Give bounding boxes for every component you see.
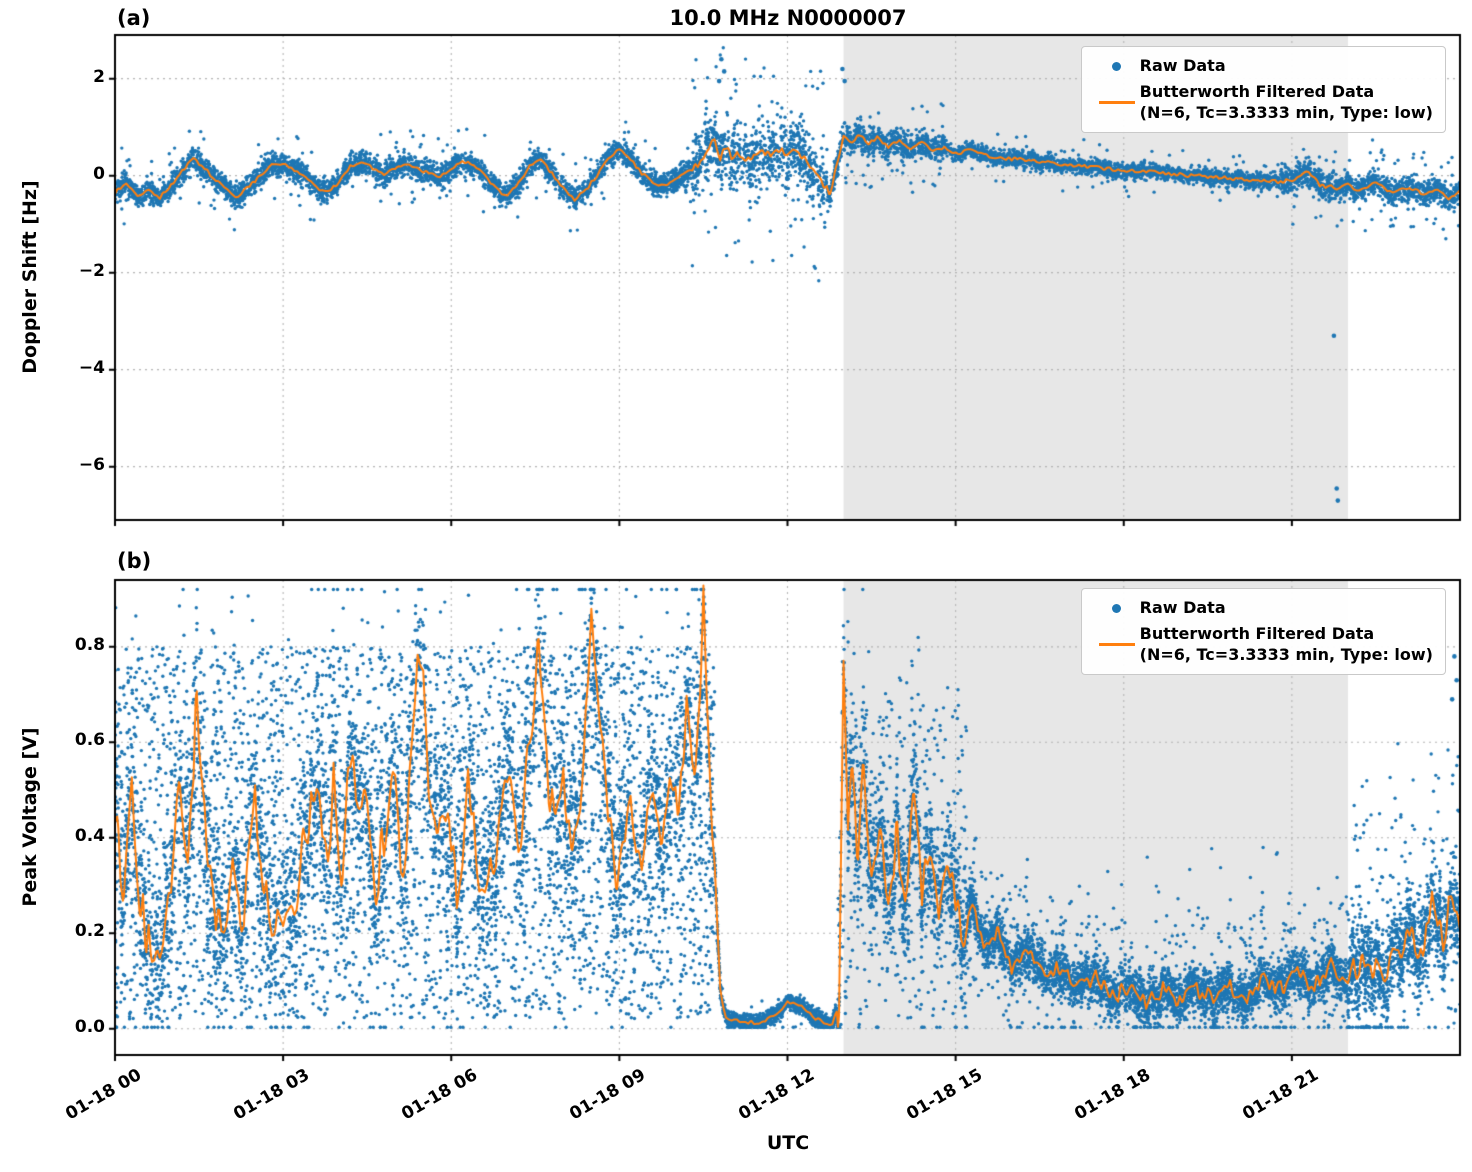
y-tick-label: 0.8	[74, 634, 105, 655]
legend-item-raw: Raw Data	[1094, 56, 1433, 77]
legend-item-filtered: Butterworth Filtered Data (N=6, Tc=3.3333…	[1094, 82, 1433, 124]
legend-filtered-label-line2: (N=6, Tc=3.3333 min, Type: low)	[1139, 644, 1433, 664]
legend-panel-b: Raw Data Butterworth Filtered Data (N=6, …	[1080, 588, 1446, 676]
legend-filtered-label-line1: Butterworth Filtered Data	[1139, 623, 1375, 643]
raw-data-dot-icon	[1094, 61, 1140, 71]
raw-data-dot-icon	[1094, 603, 1140, 613]
legend-panel-a: Raw Data Butterworth Filtered Data (N=6, …	[1080, 46, 1446, 134]
panel-b-label: (b)	[117, 549, 152, 573]
y-axis-label-doppler: Doppler Shift [Hz]	[19, 180, 41, 374]
legend-filtered-label-line2: (N=6, Tc=3.3333 min, Type: low)	[1139, 102, 1433, 122]
y-tick-label: 2	[93, 66, 105, 87]
y-tick-label: −4	[78, 357, 105, 378]
y-axis-label-voltage: Peak Voltage [V]	[19, 727, 41, 907]
legend-item-raw: Raw Data	[1094, 598, 1433, 619]
filtered-line-icon	[1094, 101, 1140, 105]
y-tick-label: 0.4	[74, 825, 105, 846]
legend-filtered-label-line1: Butterworth Filtered Data	[1139, 81, 1375, 101]
y-tick-label: 0.6	[74, 730, 105, 751]
panel-a-label: (a)	[117, 6, 151, 30]
legend-item-filtered: Butterworth Filtered Data (N=6, Tc=3.3333…	[1094, 624, 1433, 666]
y-tick-label: 0.0	[74, 1016, 105, 1037]
y-tick-label: 0	[93, 163, 105, 184]
legend-filtered-label: Butterworth Filtered Data (N=6, Tc=3.3333…	[1140, 624, 1433, 666]
y-tick-label: −2	[78, 260, 105, 281]
legend-raw-label: Raw Data	[1139, 598, 1226, 617]
x-axis-label: UTC	[766, 1132, 810, 1154]
figure-title: 10.0 MHz N0000007	[669, 6, 907, 30]
y-tick-label: −6	[78, 454, 105, 475]
legend-filtered-label: Butterworth Filtered Data (N=6, Tc=3.3333…	[1140, 82, 1433, 124]
legend-raw-label: Raw Data	[1139, 56, 1226, 75]
filtered-line-icon	[1094, 643, 1140, 647]
y-tick-label: 0.2	[74, 921, 105, 942]
